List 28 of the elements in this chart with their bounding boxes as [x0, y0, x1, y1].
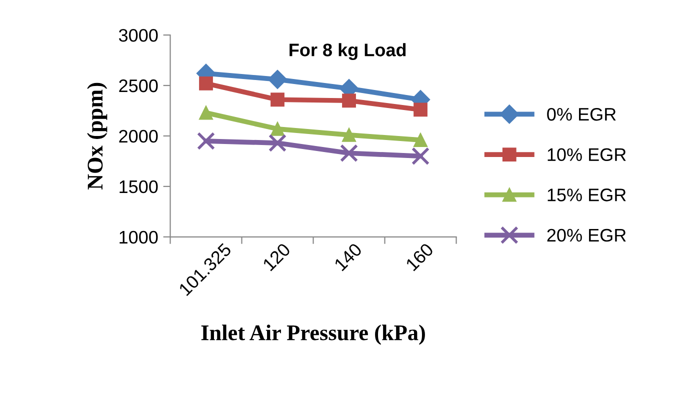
point — [414, 133, 428, 147]
x-tick-label: 120 — [262, 242, 292, 272]
x-tick-label: 140 — [334, 242, 363, 272]
x-axis-title: Inlet Air Pressure (kPa) — [201, 324, 425, 345]
point — [196, 132, 216, 150]
point — [414, 102, 428, 117]
point — [270, 122, 284, 136]
legend-label: 15% EGR — [548, 188, 626, 202]
y-tick-label: 3000 — [118, 28, 158, 42]
point — [342, 94, 356, 108]
point — [411, 147, 430, 166]
legend-label: 10% EGR — [548, 148, 626, 162]
y-tick-label: 1500 — [120, 180, 158, 194]
y-axis-title: NOx (ppm) — [87, 82, 108, 190]
chart-title: For 8 kg Load — [290, 43, 406, 60]
point — [199, 106, 213, 120]
point — [199, 76, 213, 90]
point — [342, 128, 356, 142]
point — [340, 144, 358, 162]
x-tick-label: 160 — [405, 242, 434, 272]
point — [268, 134, 287, 152]
y-tick-label: 1000 — [120, 230, 158, 244]
y-tick-label: 2500 — [119, 79, 158, 92]
legend-label: 0% EGR — [547, 108, 616, 121]
point — [270, 92, 284, 107]
point — [268, 70, 288, 89]
y-tick-label: 2000 — [119, 130, 158, 143]
legend-label: 20% EGR — [547, 228, 626, 242]
